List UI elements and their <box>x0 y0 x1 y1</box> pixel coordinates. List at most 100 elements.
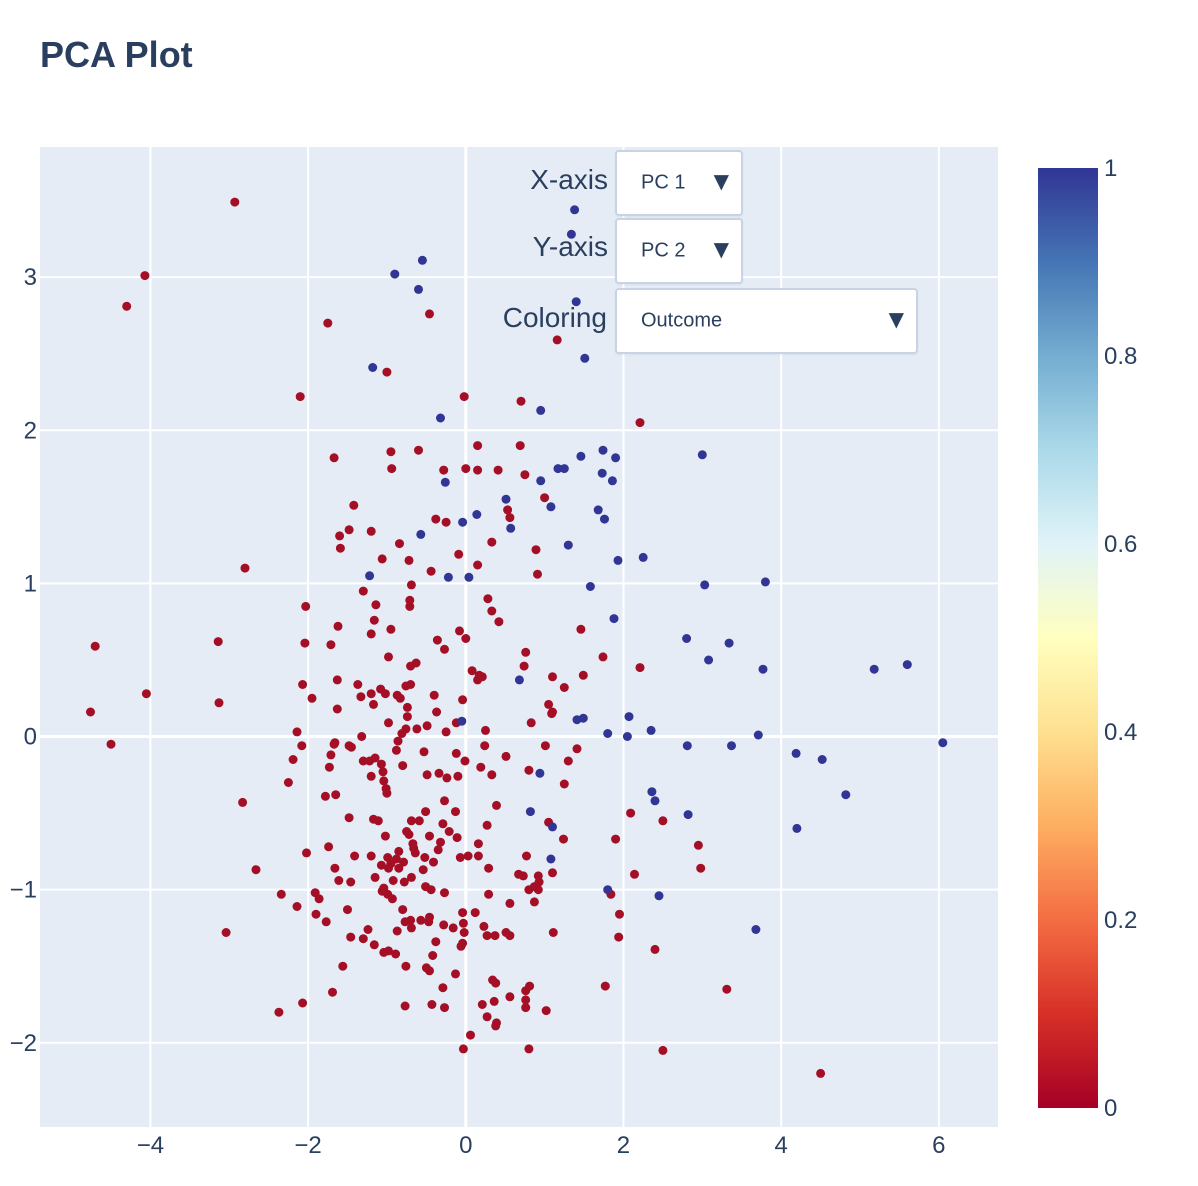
data-point <box>463 851 473 861</box>
data-point <box>382 788 392 798</box>
data-point <box>658 1045 668 1055</box>
colorbar-tick-label: 0.4 <box>1104 719 1137 746</box>
data-point <box>548 822 557 832</box>
data-point <box>295 392 305 402</box>
data-point <box>377 554 387 564</box>
data-point <box>505 513 515 523</box>
data-point <box>559 834 568 844</box>
data-point <box>613 555 623 565</box>
data-point <box>440 1003 449 1013</box>
data-point <box>448 923 458 933</box>
chart-title: PCA Plot <box>40 34 193 75</box>
y-tick-label: 2 <box>24 417 37 444</box>
data-point <box>382 367 392 377</box>
data-point <box>369 940 379 950</box>
data-point <box>585 582 595 591</box>
data-point <box>552 335 562 345</box>
data-point <box>221 928 231 937</box>
data-point <box>531 545 541 555</box>
data-point <box>387 894 397 904</box>
data-point <box>329 739 339 749</box>
data-point <box>480 741 490 751</box>
data-point <box>399 877 409 887</box>
data-point <box>335 531 345 541</box>
data-point <box>141 689 151 699</box>
data-point <box>366 689 376 699</box>
data-point <box>760 577 770 587</box>
data-point <box>414 445 423 455</box>
data-point <box>324 842 334 852</box>
data-point <box>429 690 439 700</box>
data-point <box>366 851 376 861</box>
data-point <box>379 776 389 786</box>
data-point <box>380 831 390 841</box>
data-point <box>635 663 645 673</box>
data-point <box>436 837 445 847</box>
data-point <box>412 724 422 734</box>
data-point <box>519 661 529 671</box>
coloring-dropdown[interactable]: Outcome ▼ <box>615 288 918 354</box>
data-point <box>506 523 516 533</box>
data-point <box>405 601 415 611</box>
data-point <box>722 984 732 994</box>
data-point <box>457 716 467 726</box>
data-point <box>451 748 461 758</box>
data-point <box>548 868 557 878</box>
data-point <box>426 885 436 895</box>
data-point <box>647 787 657 797</box>
data-point <box>869 664 879 674</box>
y-axis-dropdown[interactable]: PC 2 ▼ <box>615 218 743 284</box>
x-tick-label: 6 <box>932 1132 945 1159</box>
data-point <box>467 666 477 676</box>
data-point <box>288 755 298 764</box>
data-point <box>416 529 426 539</box>
data-point <box>230 197 240 207</box>
data-point <box>593 505 603 515</box>
data-point <box>419 747 429 757</box>
x-axis-dropdown[interactable]: PC 1 ▼ <box>615 150 743 216</box>
data-point <box>597 468 607 478</box>
data-point <box>366 771 376 781</box>
data-point <box>453 771 463 781</box>
coloring-label: Coloring <box>502 302 607 333</box>
data-point <box>421 807 431 817</box>
data-point <box>603 885 613 895</box>
data-point <box>578 670 588 680</box>
data-point <box>454 549 464 559</box>
data-point <box>391 745 401 755</box>
data-point <box>406 923 416 933</box>
data-point <box>518 871 528 881</box>
data-point <box>439 465 449 475</box>
data-point <box>406 872 416 882</box>
data-point <box>493 465 503 475</box>
colorbar <box>1038 168 1098 1108</box>
data-point <box>391 949 401 959</box>
data-point <box>541 1006 551 1016</box>
data-point <box>600 514 609 524</box>
data-point <box>501 494 511 504</box>
x-tick-label: −4 <box>137 1132 164 1159</box>
data-point <box>402 712 412 722</box>
data-point <box>338 961 348 971</box>
data-point <box>792 823 802 833</box>
data-point <box>482 820 492 830</box>
data-point <box>540 741 550 751</box>
y-tick-label: −1 <box>10 877 37 904</box>
data-point <box>505 992 515 1002</box>
colorbar-tick-label: 0.2 <box>1104 907 1137 934</box>
data-point <box>600 981 610 991</box>
data-point <box>566 229 576 239</box>
data-point <box>346 742 356 752</box>
data-point <box>484 889 494 899</box>
data-point <box>516 396 526 406</box>
data-point <box>693 840 703 850</box>
data-point <box>438 983 448 993</box>
data-point <box>444 827 454 836</box>
data-point <box>514 675 524 685</box>
data-point <box>576 624 586 634</box>
data-point <box>314 894 324 904</box>
data-point <box>521 647 531 657</box>
data-point <box>346 877 356 887</box>
data-point <box>251 865 261 875</box>
data-point <box>439 920 449 930</box>
